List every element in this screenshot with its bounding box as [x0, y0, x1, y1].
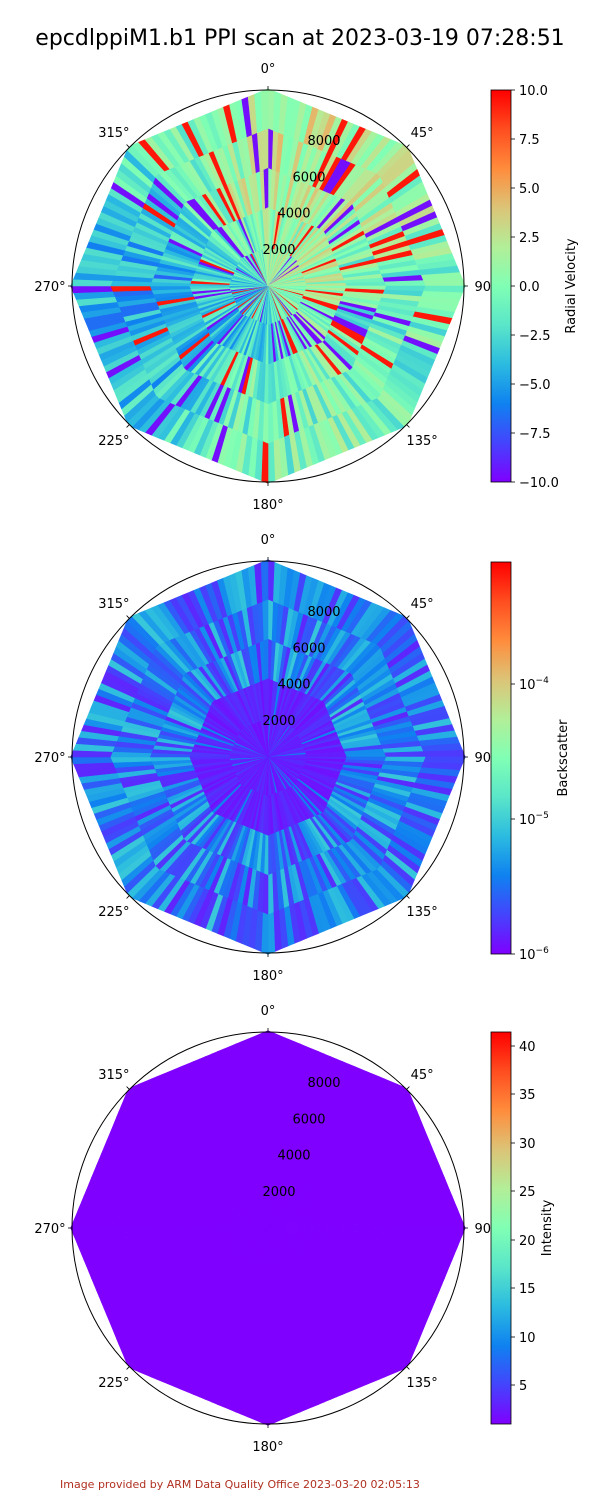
colorbar-tick-label: 40: [519, 1040, 536, 1055]
data-cell: [70, 285, 113, 294]
data-cell: [109, 285, 152, 292]
theta-tick: [126, 424, 130, 428]
data-cell: [423, 278, 466, 287]
theta-tick-label: 45°: [411, 1068, 434, 1083]
theta-tick-label: 270°: [34, 1222, 65, 1237]
theta-tick: [406, 895, 410, 899]
theta-tick: [126, 1086, 130, 1090]
theta-tick-label: 0°: [261, 62, 276, 77]
data-cell: [384, 280, 427, 287]
colorbar-tick-label: 20: [519, 1234, 536, 1249]
theta-tick: [406, 144, 410, 148]
theta-tick: [126, 1366, 130, 1370]
r-tick-label: 4000: [277, 207, 310, 222]
r-tick-label: 8000: [307, 134, 340, 149]
colorbar-tick-label: 5: [519, 1379, 527, 1394]
theta-tick: [406, 424, 410, 428]
theta-tick-label: 135°: [406, 1376, 437, 1391]
colorbar-label: Radial Velocity: [564, 238, 579, 334]
colorbar-tick-label: 30: [519, 1137, 536, 1152]
ppi-panel-2: 0°45°90°135°180°225°270°315°200040006000…: [34, 533, 571, 984]
data-cell: [262, 127, 269, 170]
r-tick-label: 8000: [307, 1076, 340, 1091]
theta-tick-label: 135°: [406, 434, 437, 449]
ppi-panel-1: 0°45°90°135°180°225°270°315°200040006000…: [34, 62, 579, 513]
r-tick-label: 4000: [277, 1149, 310, 1164]
r-tick-label: 6000: [292, 1112, 325, 1127]
colorbar-tick-label: 10−4: [519, 676, 549, 693]
data-field: [70, 88, 466, 484]
colorbar-tick-label: 10.0: [519, 84, 548, 99]
theta-tick-label: 315°: [98, 597, 129, 612]
data-cell: [267, 873, 274, 916]
colorbar-tick-label: 2.5: [519, 231, 540, 246]
colorbar-tick-label: 10−6: [519, 946, 549, 963]
colorbar-tick-label: 10−5: [519, 811, 549, 828]
colorbar-tick-label: 7.5: [519, 133, 540, 148]
theta-tick: [406, 1366, 410, 1370]
data-cell: [267, 441, 276, 484]
data-field: [70, 559, 466, 955]
data-cell: [267, 402, 274, 445]
theta-tick-label: 315°: [98, 126, 129, 141]
data-cell: [109, 756, 152, 763]
r-tick-label: 6000: [292, 641, 325, 656]
footer-credit: Image provided by ARM Data Quality Offic…: [60, 1478, 420, 1491]
theta-tick: [126, 144, 130, 148]
r-tick-label: 4000: [277, 678, 310, 693]
theta-tick-label: 180°: [252, 969, 283, 984]
ppi-panel-3: 0°45°90°135°180°225°270°315°200040006000…: [34, 1004, 555, 1455]
colorbar-label: Backscatter: [556, 719, 571, 797]
theta-tick-label: 45°: [411, 126, 434, 141]
page-title: epcdlppiM1.b1 PPI scan at 2023-03-19 07:…: [35, 26, 565, 51]
theta-tick: [406, 1086, 410, 1090]
theta-tick-label: 180°: [252, 1440, 283, 1455]
data-cell: [260, 559, 269, 602]
colorbar-tick-label: −10.0: [519, 476, 559, 491]
colorbar-label: Intensity: [540, 1199, 555, 1256]
data-cell: [260, 88, 269, 131]
theta-tick-label: 180°: [252, 498, 283, 513]
theta-tick-label: 0°: [261, 1004, 276, 1019]
colorbar: [490, 1031, 512, 1425]
theta-tick: [126, 615, 130, 619]
data-field: [70, 1030, 466, 1426]
data-cell: [423, 749, 466, 758]
theta-tick-label: 315°: [98, 1068, 129, 1083]
r-tick-label: 2000: [262, 243, 295, 258]
data-cell: [267, 912, 276, 955]
data-cell: [70, 756, 113, 765]
colorbar-tick-label: −5.0: [519, 378, 551, 393]
colorbar-tick-label: 10: [519, 1331, 536, 1346]
theta-tick-label: 135°: [406, 905, 437, 920]
colorbar-tick-label: 5.0: [519, 182, 540, 197]
theta-tick-label: 225°: [98, 434, 129, 449]
theta-tick-label: 45°: [411, 597, 434, 612]
colorbar-tick-label: −7.5: [519, 427, 551, 442]
theta-tick: [406, 615, 410, 619]
colorbar-tick-label: 15: [519, 1282, 536, 1297]
colorbar: [490, 89, 512, 483]
colorbar-tick-label: 25: [519, 1185, 536, 1200]
theta-tick: [126, 895, 130, 899]
r-tick-label: 2000: [262, 1185, 295, 1200]
colorbar-tick-label: −2.5: [519, 329, 551, 344]
theta-tick-label: 225°: [98, 905, 129, 920]
r-tick-label: 8000: [307, 605, 340, 620]
theta-tick-label: 270°: [34, 280, 65, 295]
r-tick-label: 2000: [262, 714, 295, 729]
data-cell: [262, 598, 269, 641]
colorbar-tick-label: 35: [519, 1088, 536, 1103]
r-tick-label: 6000: [292, 170, 325, 185]
theta-tick-label: 0°: [261, 533, 276, 548]
colorbar: [490, 561, 512, 955]
colorbar-tick-label: 0.0: [519, 280, 540, 295]
data-cell: [384, 751, 427, 758]
theta-tick-label: 225°: [98, 1376, 129, 1391]
theta-tick-label: 270°: [34, 751, 65, 766]
